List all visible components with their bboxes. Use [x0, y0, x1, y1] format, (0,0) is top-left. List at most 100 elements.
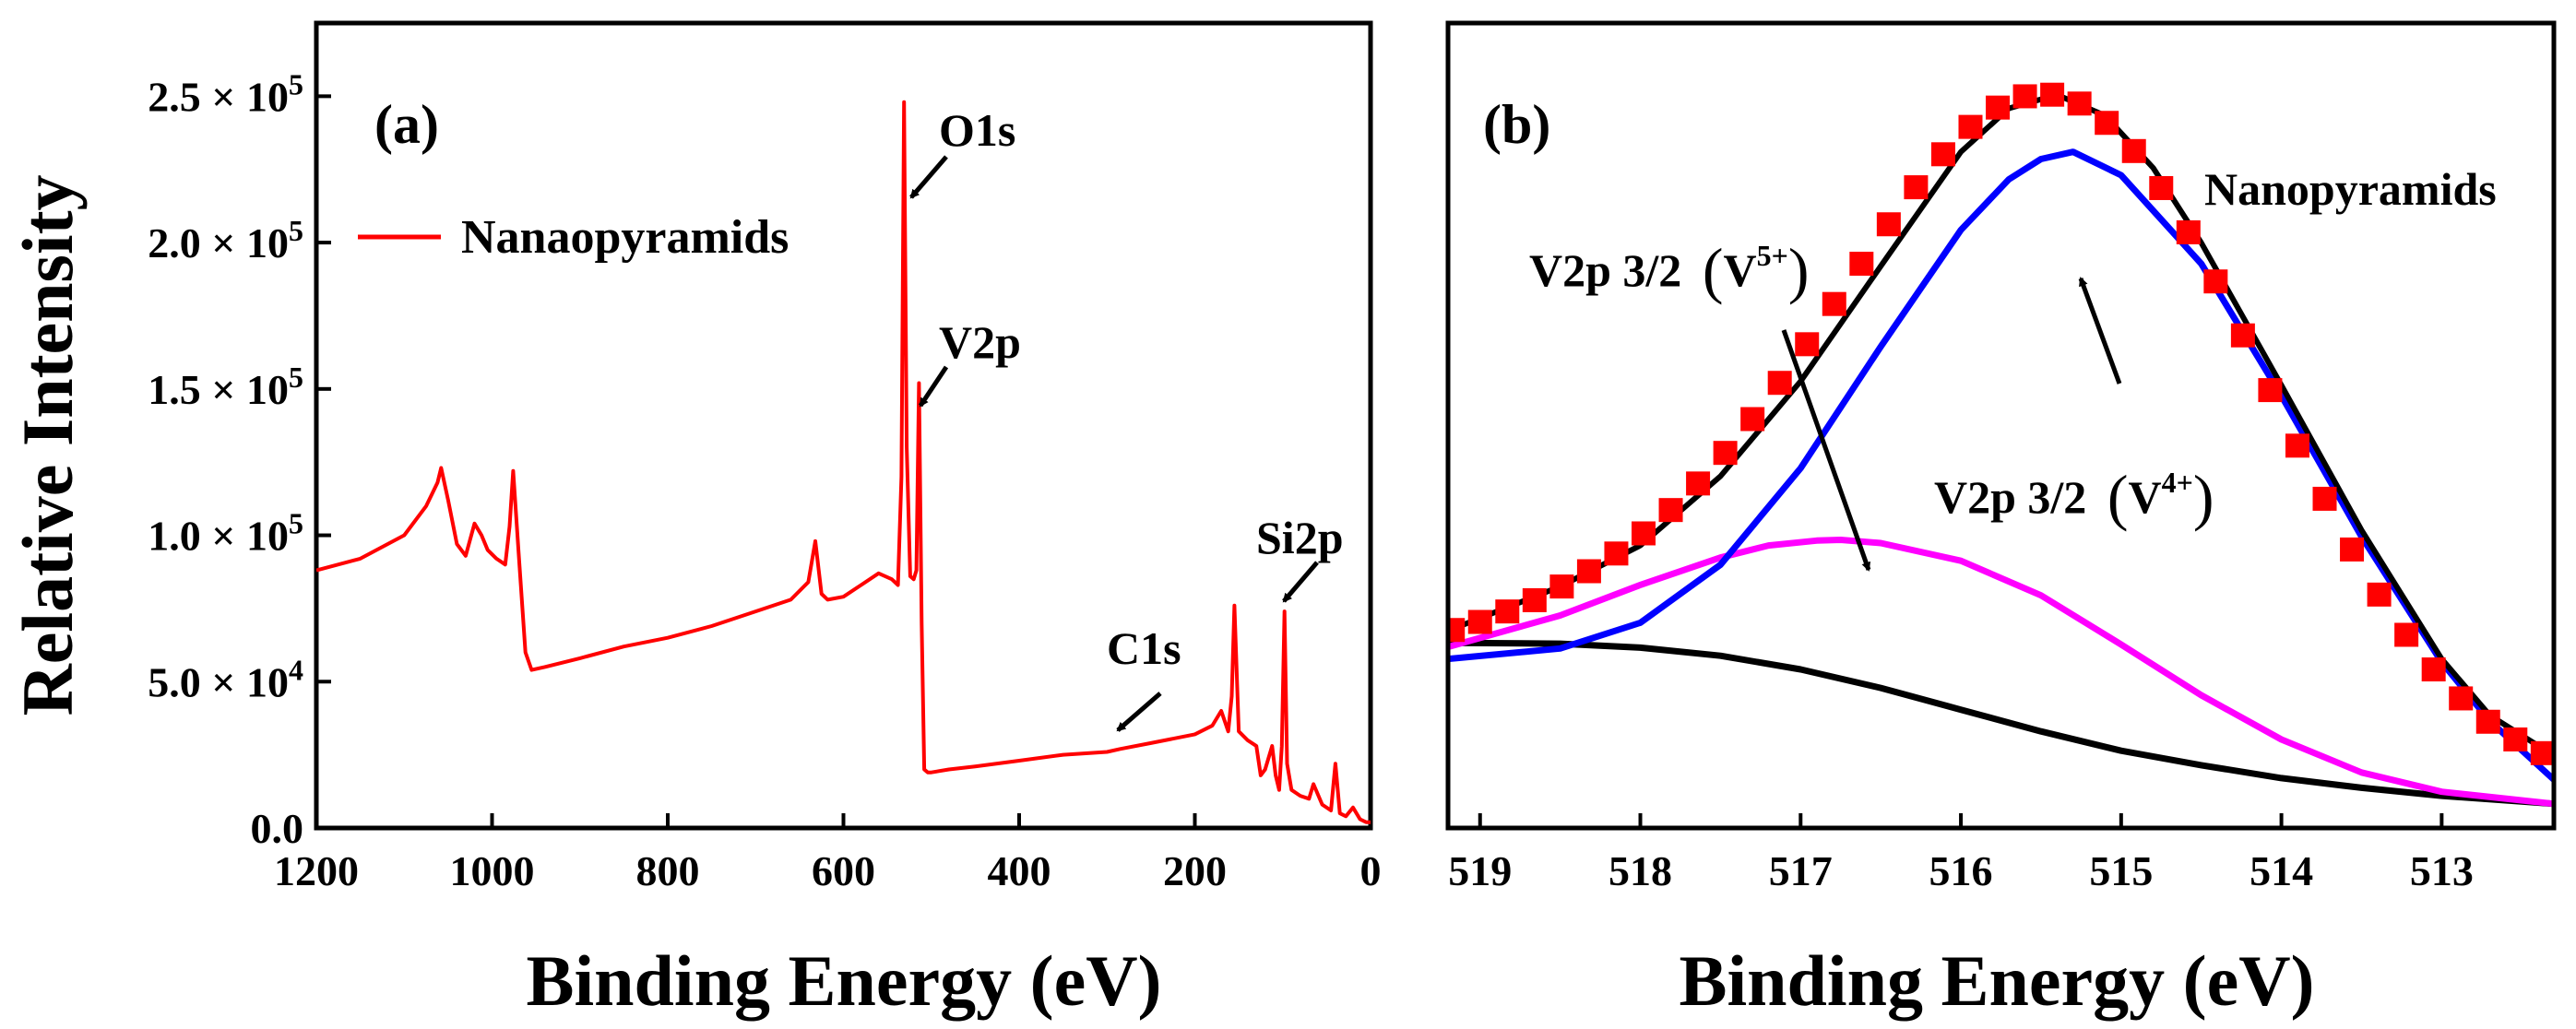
data-point-marker — [2394, 622, 2419, 647]
legend-a-label: Nanaopyramids — [461, 211, 789, 264]
annotation-v4-text: V2p 3/2 — [1934, 471, 2086, 523]
data-point-marker — [1686, 471, 1711, 496]
panel-a-x-tick-label: 1200 — [274, 847, 359, 894]
panel-a-y-tick-label: 2.5 × 105 — [148, 67, 303, 120]
annotation-v2p: V2p — [939, 316, 1021, 368]
data-point-marker — [1986, 95, 2011, 120]
data-point-marker — [1767, 371, 1792, 396]
panel-b: 519 518 517 516 515 514 513 (b) Nanopyramids V… — [1445, 20, 2557, 1021]
data-point-marker — [2367, 582, 2392, 607]
annotation-v5-arrow — [1781, 329, 1871, 572]
annotation-v2p-arrow — [918, 365, 949, 408]
data-point-marker — [1522, 587, 1547, 612]
series-line-nanaopyramids — [316, 100, 1371, 824]
annotation-v5-ion: V — [1723, 244, 1756, 296]
panel-b-x-tick-label: 519 — [1448, 847, 1512, 894]
annotation-o1s: O1s — [939, 104, 1015, 156]
annotation-o1s-arrow — [909, 155, 948, 199]
annotation-v4-arrow — [2078, 277, 2122, 384]
panel-b-x-tick-label: 513 — [2410, 847, 2474, 894]
legend-b-label: Nanopyramids — [2204, 163, 2497, 215]
data-point-marker — [2530, 740, 2554, 765]
data-point-marker — [1604, 541, 1629, 566]
data-point-marker — [2203, 269, 2228, 294]
panel-a-y-tick-label: 1.0 × 105 — [148, 507, 303, 560]
data-point-marker — [2312, 486, 2337, 511]
data-point-marker — [1930, 142, 1955, 167]
annotation-v5-superscript: 5+ — [1757, 239, 1788, 272]
panel-b-x-tick-label: 515 — [2089, 847, 2153, 894]
data-point-marker — [1849, 252, 1874, 277]
annotation-v5-open-paren: ( — [1703, 235, 1724, 305]
data-point-marker — [2258, 378, 2283, 403]
component-annotation-v4: V2p 3/2 (V4+) — [1934, 277, 2214, 532]
annotation-v4-open-paren: ( — [2107, 462, 2129, 532]
panel-b-x-tick-label: 517 — [1769, 847, 1833, 894]
data-point-marker — [2012, 84, 2037, 109]
data-point-marker — [2449, 686, 2474, 711]
panel-b-x-tick-label: 518 — [1609, 847, 1672, 894]
panel-a-x-tick-label: 600 — [812, 847, 875, 894]
panel-a: 1200 1000 800 600 400 200 0 0.0 5.0 × 104 1.0 × … — [7, 20, 1382, 1021]
data-point-marker — [1822, 291, 1846, 316]
data-point-marker — [1448, 618, 1466, 643]
panel-a-x-tick-label: 400 — [988, 847, 1051, 894]
data-point-marker — [2040, 82, 2065, 107]
panel-a-y-tick-label: 5.0 × 104 — [148, 653, 303, 705]
data-point-marker — [2285, 433, 2309, 458]
data-point-marker — [2340, 537, 2365, 562]
panel-a-y-tick-label: 2.0 × 105 — [148, 214, 303, 266]
data-point-marker — [2421, 657, 2446, 682]
panel-a-label: (a) — [374, 94, 439, 155]
annotation-v5-text: V2p 3/2 — [1529, 244, 1681, 296]
panel-a-y-axis-title: Relative Intensity — [7, 174, 88, 716]
peak-annotations-a: O1s V2p C1s Si2p — [909, 104, 1344, 732]
series-line-v2p-3-2-v4 — [1448, 148, 2554, 784]
legend-a: Nanaopyramids — [358, 211, 789, 264]
data-point-marker — [1958, 114, 1983, 139]
data-point-marker — [2149, 175, 2174, 200]
data-point-marker — [1467, 609, 1492, 634]
panel-b-label: (b) — [1483, 94, 1550, 155]
annotation-v4-ion: V — [2128, 471, 2161, 523]
data-point-marker — [2503, 727, 2528, 751]
annotation-c1s-arrow — [1116, 692, 1162, 732]
data-point-marker — [1576, 559, 1601, 584]
data-point-marker — [1904, 175, 1929, 200]
data-point-marker — [2121, 138, 2146, 163]
series-line-v2p-3-2-v5 — [1448, 537, 2554, 808]
annotation-si2p: Si2p — [1256, 512, 1344, 563]
data-point-marker — [1740, 407, 1765, 432]
data-point-marker — [1876, 212, 1901, 237]
panel-a-x-tick-label: 1000 — [450, 847, 535, 894]
svg-text:V2p 3/2 (V5+): V2p 3/2 (V5+) — [1529, 235, 1809, 305]
data-point-marker — [2230, 323, 2255, 348]
panel-b-x-axis: 519 518 517 516 515 514 513 — [1448, 813, 2474, 894]
panel-b-frame — [1445, 20, 2557, 831]
data-point-marker — [2095, 111, 2119, 136]
panel-a-x-tick-label: 0 — [1360, 847, 1382, 894]
panel-b-series — [1448, 82, 2554, 808]
annotation-v4-superscript: 4+ — [2162, 466, 2193, 499]
panel-a-frame — [314, 20, 1373, 831]
data-point-marker — [2176, 219, 2201, 244]
data-point-marker — [2475, 709, 2500, 734]
panel-a-x-axis: 1200 1000 800 600 400 200 0 — [274, 813, 1382, 894]
panel-b-x-tick-label: 516 — [1929, 847, 1993, 894]
panel-a-x-tick-label: 800 — [636, 847, 700, 894]
annotation-c1s: C1s — [1107, 622, 1181, 674]
data-point-marker — [1495, 599, 1520, 624]
data-point-marker — [1549, 574, 1574, 599]
data-point-marker — [2067, 91, 2092, 116]
panel-a-y-tick-label: 0.0 — [251, 805, 304, 852]
panel-b-x-tick-label: 514 — [2250, 847, 2313, 894]
panel-b-x-axis-title: Binding Energy (eV) — [1679, 940, 2314, 1021]
series-line-background — [1448, 639, 2554, 808]
panel-a-x-axis-title: Binding Energy (eV) — [526, 940, 1161, 1021]
annotation-v5-close-paren: ) — [1788, 235, 1810, 305]
panel-a-y-tick-label: 1.5 × 105 — [148, 361, 303, 413]
data-point-marker — [1795, 332, 1820, 357]
data-point-marker — [1658, 498, 1683, 523]
svg-text:V2p 3/2 (V4+): V2p 3/2 (V4+) — [1934, 462, 2214, 532]
